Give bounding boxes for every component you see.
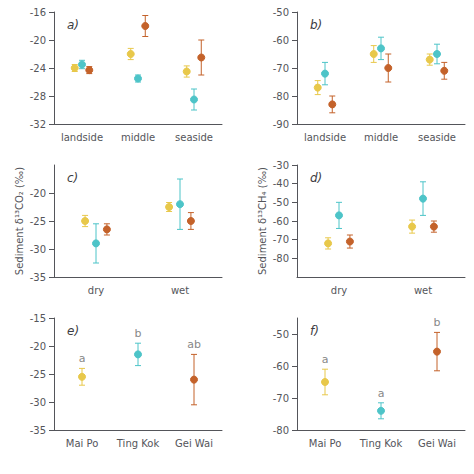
- svg-text:-35: -35: [30, 272, 46, 283]
- svg-text:a): a): [67, 18, 79, 32]
- svg-text:-50: -50: [273, 7, 289, 18]
- svg-text:-32: -32: [30, 119, 46, 130]
- svg-text:-25: -25: [30, 369, 46, 380]
- svg-text:ab: ab: [187, 338, 201, 351]
- svg-text:-60: -60: [273, 361, 289, 372]
- svg-text:landside: landside: [304, 132, 346, 143]
- svg-text:seaside: seaside: [418, 132, 456, 143]
- svg-text:-28: -28: [30, 91, 46, 102]
- svg-text:f): f): [310, 324, 319, 338]
- svg-text:-70: -70: [273, 234, 289, 245]
- svg-text:-80: -80: [273, 91, 289, 102]
- svg-text:middle: middle: [121, 132, 155, 143]
- svg-text:-30: -30: [30, 244, 46, 255]
- svg-text:d): d): [310, 171, 322, 185]
- svg-text:Ting Kok: Ting Kok: [359, 438, 403, 449]
- svg-text:e): e): [67, 324, 79, 338]
- svg-text:-25: -25: [30, 216, 46, 227]
- svg-text:a: a: [79, 352, 86, 365]
- svg-text:Gei Wai: Gei Wai: [175, 438, 213, 449]
- svg-text:-20: -20: [30, 341, 46, 352]
- svg-text:c): c): [67, 171, 78, 185]
- svg-text:dry: dry: [331, 285, 347, 296]
- svg-text:-80: -80: [273, 253, 289, 264]
- svg-text:-90: -90: [273, 119, 289, 130]
- svg-text:wet: wet: [414, 285, 432, 296]
- svg-text:-15: -15: [30, 313, 46, 324]
- svg-text:Gei Wai: Gei Wai: [418, 438, 456, 449]
- svg-text:-50: -50: [273, 197, 289, 208]
- svg-text:seaside: seaside: [175, 132, 213, 143]
- svg-text:-80: -80: [273, 425, 289, 436]
- svg-text:wet: wet: [171, 285, 189, 296]
- svg-text:a: a: [378, 387, 385, 400]
- svg-text:-16: -16: [30, 7, 46, 18]
- svg-text:-30: -30: [273, 160, 289, 171]
- svg-text:-60: -60: [273, 216, 289, 227]
- svg-text:-20: -20: [30, 188, 46, 199]
- svg-text:-20: -20: [30, 35, 46, 46]
- svg-text:Mai Po: Mai Po: [309, 438, 342, 449]
- svg-text:b: b: [434, 316, 441, 329]
- svg-text:Ting Kok: Ting Kok: [116, 438, 160, 449]
- svg-text:b: b: [135, 327, 142, 340]
- svg-text:dry: dry: [88, 285, 104, 296]
- svg-text:-70: -70: [273, 393, 289, 404]
- svg-text:landside: landside: [61, 132, 103, 143]
- svg-text:-35: -35: [30, 425, 46, 436]
- svg-text:-70: -70: [273, 63, 289, 74]
- svg-text:-30: -30: [30, 397, 46, 408]
- svg-text:-60: -60: [273, 35, 289, 46]
- svg-text:b): b): [310, 18, 322, 32]
- svg-text:-40: -40: [273, 178, 289, 189]
- svg-text:-50: -50: [273, 329, 289, 340]
- svg-text:Mai Po: Mai Po: [66, 438, 99, 449]
- svg-text:-24: -24: [30, 63, 46, 74]
- svg-text:a: a: [322, 353, 329, 366]
- svg-text:Sediment δ¹³CO₂ (‰): Sediment δ¹³CO₂ (‰): [14, 167, 25, 275]
- svg-text:middle: middle: [364, 132, 398, 143]
- svg-text:Sediment δ¹³CH₄ (‰): Sediment δ¹³CH₄ (‰): [257, 167, 268, 275]
